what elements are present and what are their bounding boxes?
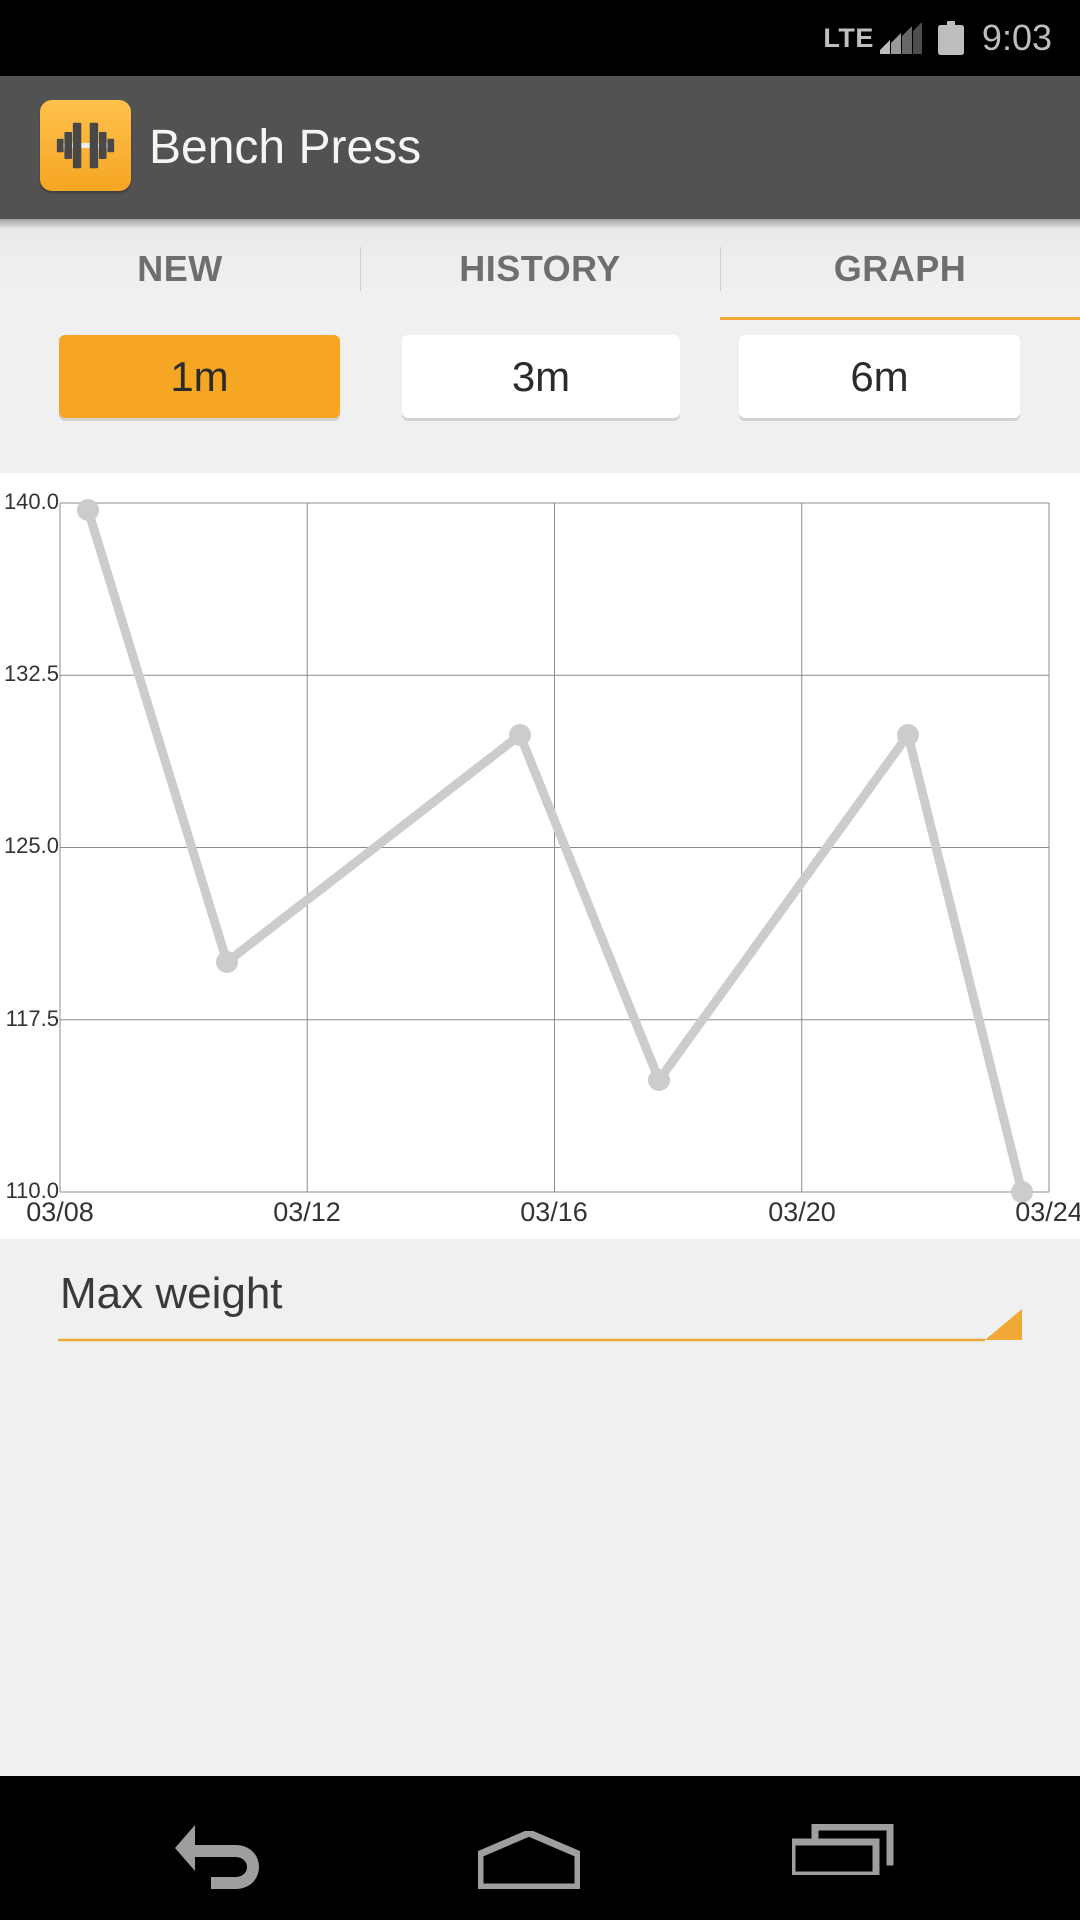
svg-text:03/08: 03/08 (26, 1197, 94, 1227)
svg-text:132.5: 132.5 (4, 661, 59, 686)
svg-text:03/16: 03/16 (520, 1197, 588, 1227)
svg-text:03/20: 03/20 (768, 1197, 836, 1227)
svg-text:117.5: 117.5 (6, 1006, 59, 1031)
svg-text:125.0: 125.0 (4, 833, 59, 858)
svg-text:03/24: 03/24 (1015, 1197, 1080, 1227)
svg-text:140.0: 140.0 (4, 489, 59, 514)
svg-text:03/12: 03/12 (273, 1197, 341, 1227)
